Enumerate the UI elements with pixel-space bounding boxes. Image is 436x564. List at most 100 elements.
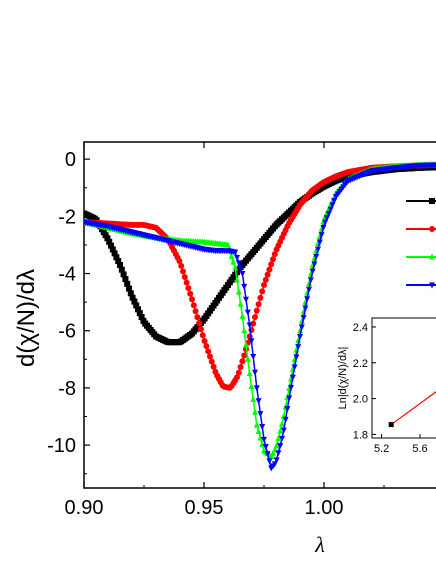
series-4-point	[289, 374, 296, 381]
series-1-point	[122, 276, 129, 283]
series-4-point	[275, 450, 282, 457]
series-4-point	[297, 333, 303, 340]
series-3-point	[248, 382, 255, 389]
series-2-point	[261, 281, 267, 288]
series-4-point	[262, 444, 269, 451]
series-4-point	[244, 309, 251, 316]
series-3-point	[279, 420, 285, 427]
series-4-point	[261, 436, 267, 443]
series-4-point	[300, 315, 307, 322]
series-2-point	[187, 290, 194, 297]
series-2-point	[189, 296, 195, 303]
series-3-point	[232, 264, 239, 271]
series-3-point	[273, 442, 280, 449]
series-4-point	[302, 305, 309, 312]
series-2-point	[255, 301, 262, 308]
inset-plot: 5.2 5.6 1.8 2.0 2.2 2.4 Ln|d(χ/N)/dλ|	[337, 317, 436, 455]
series-4-point	[315, 246, 321, 253]
series-2-point	[192, 308, 199, 315]
series-2-point	[234, 374, 240, 381]
series-1-point	[135, 306, 141, 313]
series-2-point	[252, 314, 258, 321]
series-2-point	[205, 348, 212, 355]
series-4-point	[286, 395, 293, 402]
series-2-point	[250, 320, 257, 327]
series-2-point	[264, 271, 271, 278]
series-1-point	[117, 261, 123, 268]
inset-y-tick-label: 2.4	[353, 322, 368, 334]
series-4-point	[232, 249, 239, 256]
x-tick-label: 0.95	[185, 497, 224, 519]
series-2-point	[268, 261, 275, 268]
series-3-point	[250, 395, 257, 402]
series-2-point	[199, 332, 206, 339]
series-4-point	[313, 254, 320, 261]
series-3-point	[225, 241, 231, 248]
series-3-point	[244, 355, 251, 362]
series-4-point	[241, 283, 248, 290]
series-4-point	[246, 322, 253, 329]
series-1-point	[129, 294, 136, 301]
series-2-point	[207, 353, 213, 360]
series-4-point	[252, 369, 258, 376]
series-1-point	[118, 266, 125, 273]
series-3-point	[253, 421, 260, 428]
inset-y-tick-label: 2.2	[353, 358, 368, 370]
series-4-point	[234, 254, 240, 261]
series-2-point	[239, 358, 246, 365]
series-4-point	[277, 443, 284, 450]
series-4-point	[311, 261, 318, 268]
series-4-point	[253, 385, 260, 392]
series-3-point	[270, 449, 276, 456]
series-2-point	[183, 279, 190, 286]
series-1-point	[133, 302, 140, 309]
y-axis-ticks: 0 -2 -4 -6 -8 -10	[47, 149, 90, 475]
series-layer	[84, 161, 436, 472]
series-1-point	[124, 280, 131, 287]
series-1-point	[106, 238, 113, 245]
inset-fit-line	[390, 391, 436, 426]
series-1-point	[109, 246, 116, 253]
series-4-point	[250, 353, 257, 360]
y-tick-label: -8	[58, 378, 76, 400]
y-tick-label: -2	[58, 206, 76, 228]
series-3-point	[234, 276, 240, 283]
series-1-point	[108, 242, 114, 249]
series-2-point	[194, 314, 201, 321]
series-2-point	[266, 266, 273, 273]
series-4-point	[266, 458, 273, 465]
series-2-point	[241, 352, 248, 359]
series-3-point	[255, 428, 262, 435]
series-4-point	[322, 219, 329, 226]
series-2-point	[176, 257, 183, 264]
series-2-point	[262, 276, 269, 283]
series-4-point	[237, 265, 244, 272]
x-axis-ticks: 0.900.951.001.	[65, 142, 436, 519]
series-3-point	[235, 288, 242, 295]
series-2-point	[180, 268, 186, 275]
series-4-point	[264, 451, 271, 458]
series-4-point	[280, 427, 287, 434]
series-3-point	[230, 258, 237, 265]
series-4-point	[255, 398, 262, 405]
series-3-point	[277, 427, 284, 434]
series-4-point	[325, 210, 332, 217]
legend-marker-4	[429, 282, 435, 289]
series-4-point	[293, 354, 300, 361]
series-4-point	[309, 268, 316, 275]
series-1-point	[111, 250, 118, 257]
series-3-point	[252, 408, 258, 415]
series-4-point	[273, 457, 280, 464]
x-axis-label: λ	[314, 532, 325, 557]
inset-marks	[388, 391, 436, 428]
series-4-point	[307, 277, 314, 284]
series-4-point	[304, 296, 311, 303]
series-4-point	[291, 364, 298, 371]
series-1-point	[100, 229, 107, 236]
inset-background	[372, 318, 436, 438]
series-3-point	[228, 252, 235, 259]
series-2-point	[237, 363, 244, 370]
series-3-point	[237, 300, 244, 307]
inset-frame	[371, 317, 436, 439]
